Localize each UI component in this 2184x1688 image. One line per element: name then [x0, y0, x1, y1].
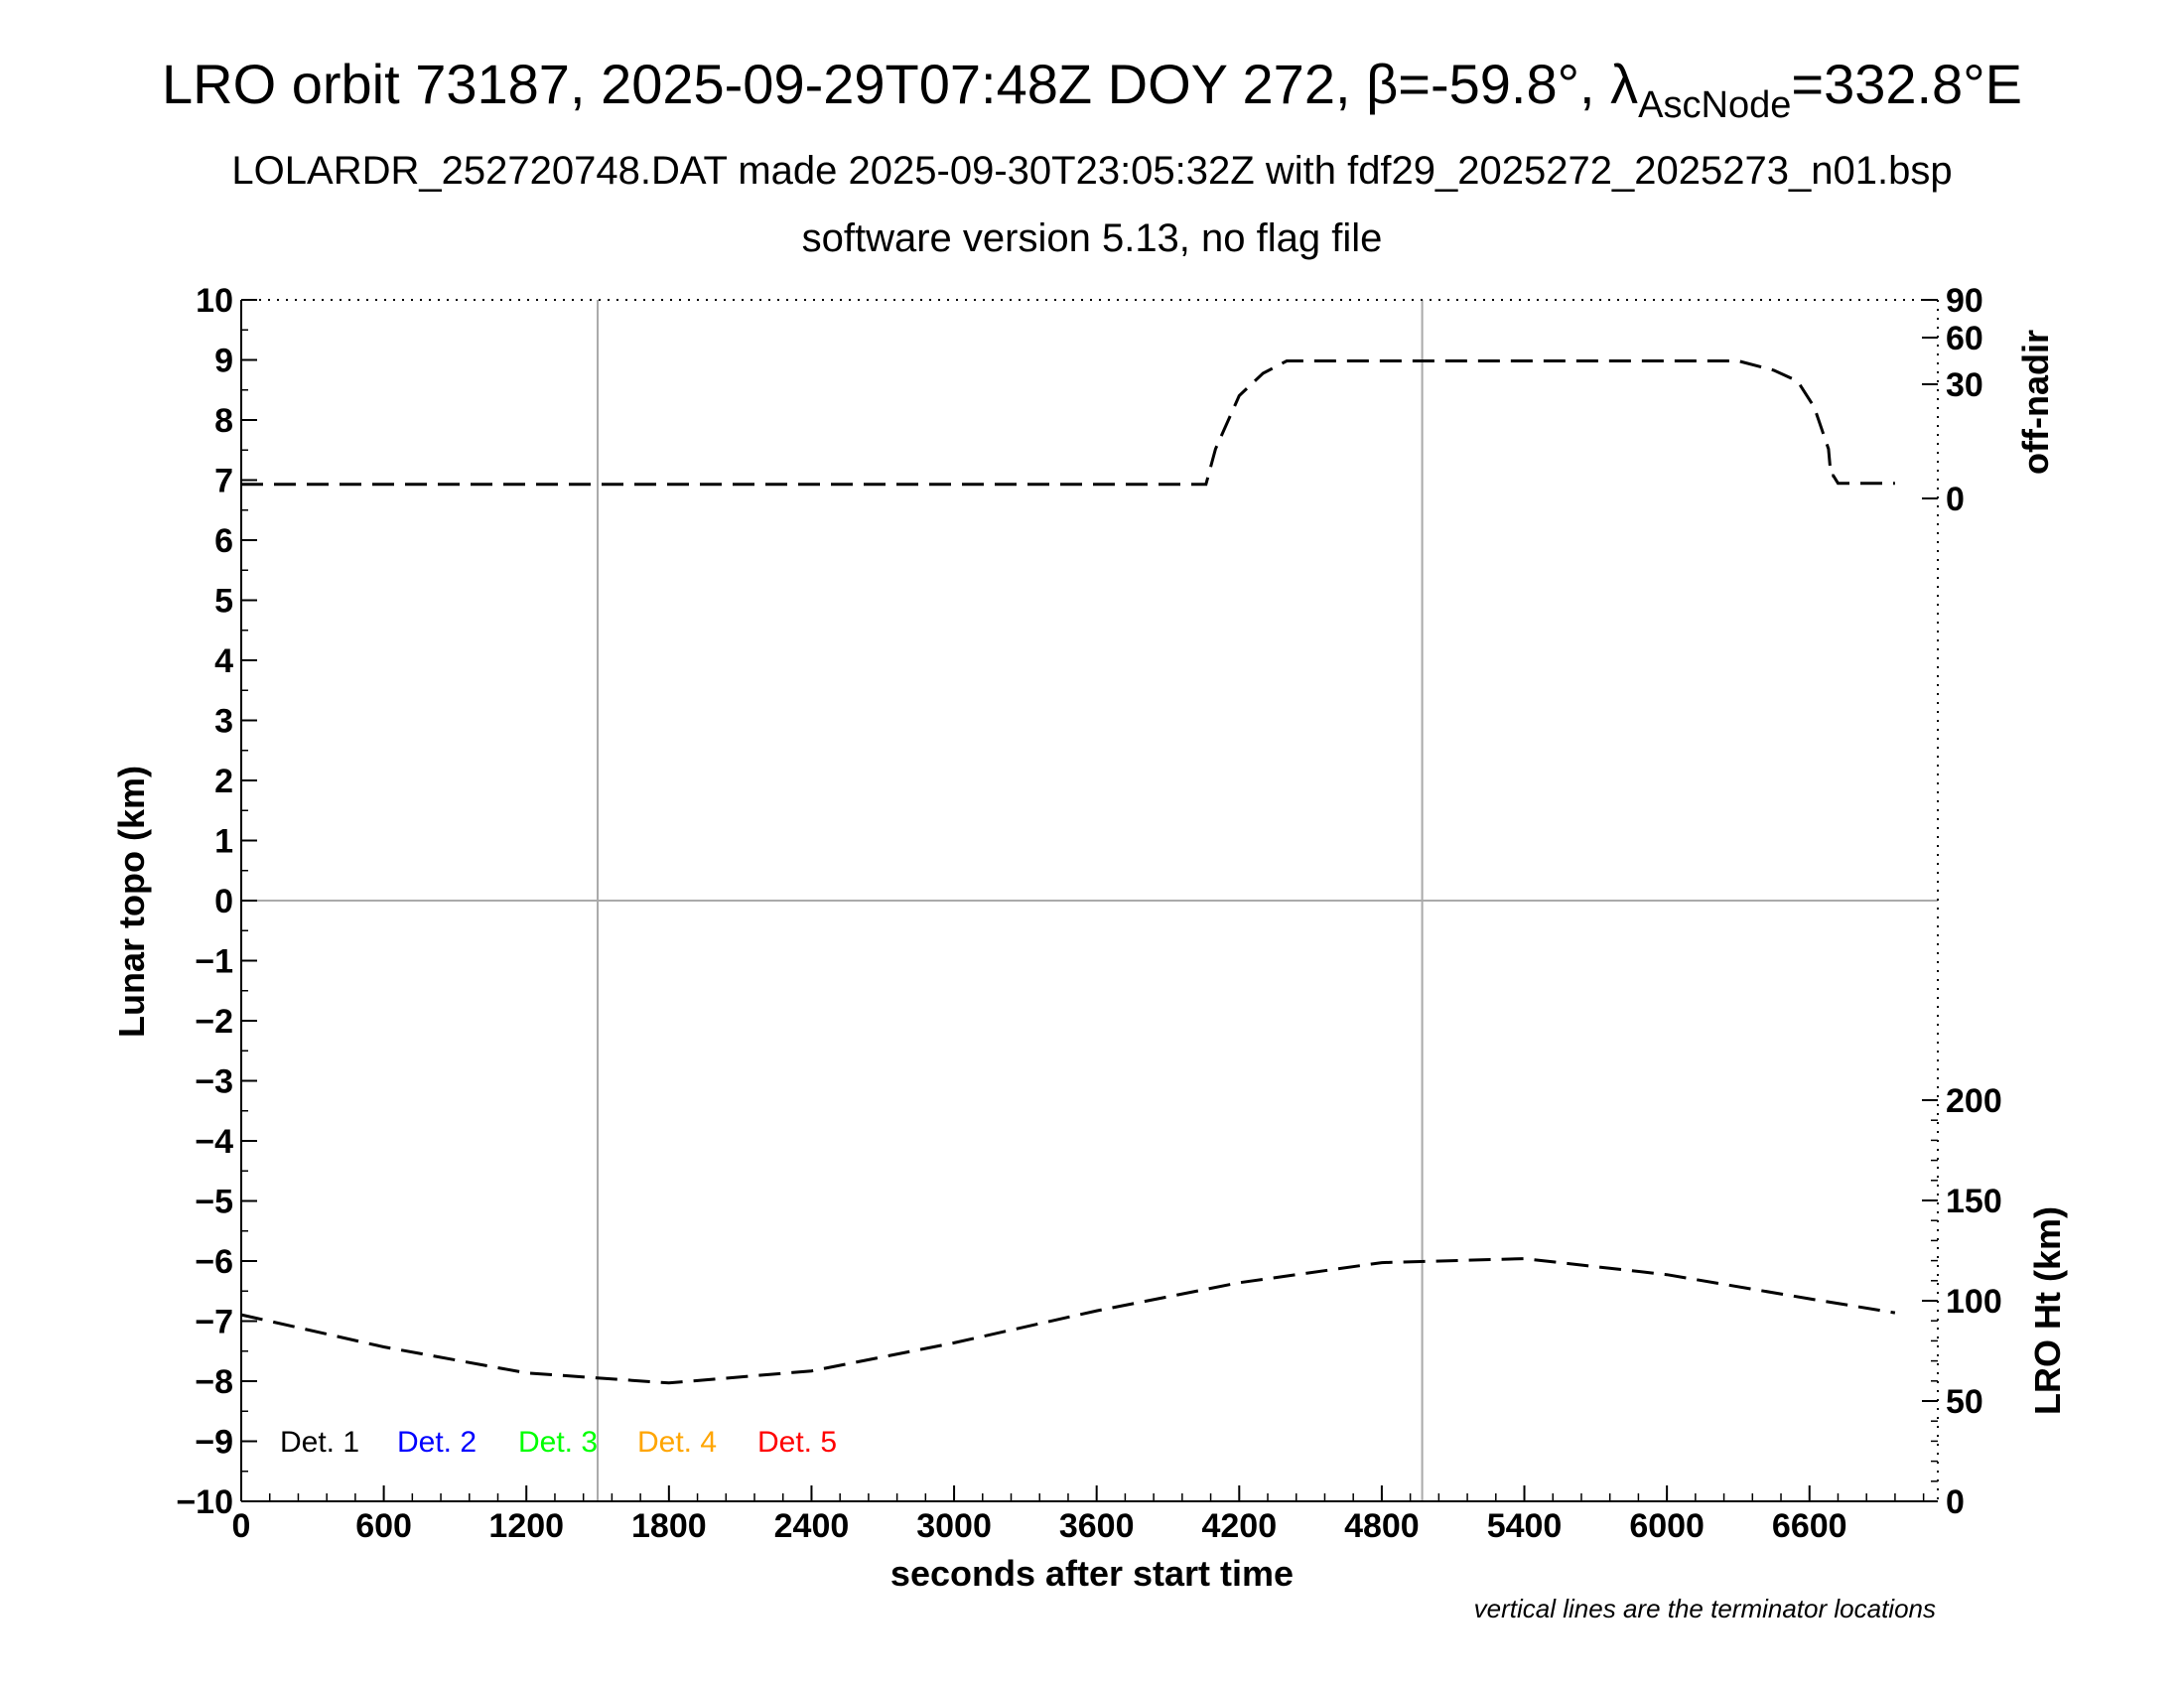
y-tick-label-left: −3: [195, 1063, 233, 1101]
y-tick-label-left: 4: [214, 642, 233, 680]
y-tick-label-left: −2: [195, 1003, 233, 1041]
y-tick-label-left: −4: [195, 1123, 233, 1161]
x-tick-label: 0: [232, 1507, 251, 1545]
y-tick-label-left: 2: [214, 763, 233, 800]
x-tick-label: 3600: [1059, 1507, 1135, 1545]
series-line-off-nadir: [241, 359, 1895, 487]
x-tick-label: 6600: [1772, 1507, 1847, 1545]
y-tick-label-right-top: 30: [1946, 366, 1983, 404]
series-layer: [240, 359, 1896, 1385]
legend-entry: Det. 5: [757, 1426, 837, 1459]
legend-entry: Det. 3: [518, 1426, 598, 1459]
y-axis-right-top-title: off-nadir: [2015, 330, 2056, 475]
title-prefix: LRO orbit 73187, 2025-09-29T07:48Z DOY 2…: [162, 53, 1639, 115]
x-tick-label: 1800: [631, 1507, 707, 1545]
y-tick-label-right-bottom: 150: [1946, 1183, 2002, 1220]
chart-title: LRO orbit 73187, 2025-09-29T07:48Z DOY 2…: [0, 52, 2184, 126]
x-tick-label: 2400: [774, 1507, 850, 1545]
y-tick-label-right-bottom: 100: [1946, 1283, 2002, 1321]
y-tick-label-left: 9: [214, 343, 233, 380]
y-tick-label-left: −1: [195, 943, 233, 981]
y-tick-label-left: −5: [195, 1184, 233, 1221]
y-tick-label-left: −8: [195, 1363, 233, 1401]
y-tick-label-left: −7: [195, 1304, 233, 1341]
y-tick-label-right-bottom: 50: [1946, 1383, 1983, 1421]
legend-entry: Det. 1: [280, 1426, 359, 1459]
y-tick-label-right-top: 0: [1946, 481, 1965, 518]
y-tick-label-left: 10: [196, 282, 233, 320]
series-line-lro-ht: [240, 1257, 1896, 1385]
x-tick-label: 5400: [1487, 1507, 1563, 1545]
legend-entry: Det. 4: [637, 1426, 717, 1459]
y-tick-label-left: 1: [214, 823, 233, 861]
y-tick-label-left: −9: [195, 1424, 233, 1462]
y-tick-label-right-top: 60: [1946, 320, 1983, 357]
x-tick-label: 4800: [1344, 1507, 1420, 1545]
y-axis-left-title: Lunar topo (km): [111, 766, 152, 1038]
y-tick-label-left: 8: [214, 402, 233, 440]
y-tick-label-left: −6: [195, 1243, 233, 1281]
axes-layer: [240, 299, 1939, 1502]
y-tick-label-left: 3: [214, 703, 233, 741]
x-tick-label: 4200: [1201, 1507, 1277, 1545]
y-tick-label-right-top: 90: [1946, 282, 1983, 320]
grid-layer: [241, 300, 1938, 1501]
y-tick-label-right-bottom: 200: [1946, 1082, 2002, 1120]
y-tick-label-right-bottom: 0: [1946, 1483, 1965, 1521]
x-tick-label: 3000: [916, 1507, 992, 1545]
y-tick-label-left: −10: [176, 1483, 233, 1521]
labels-layer: 0 600 1200 1800 2400 3000 3600 4200 4800 5400 6000…: [176, 282, 2001, 1545]
chart-version-line: software version 5.13, no flag file: [801, 216, 1383, 260]
title-suffix: =332.8°E: [1791, 53, 2022, 115]
x-axis-title: seconds after start time: [890, 1553, 1294, 1594]
y-axis-right-bottom-title: LRO Ht (km): [2027, 1206, 2068, 1415]
legend: Det. 1 Det. 2 Det. 3 Det. 4 Det. 5: [280, 1426, 837, 1459]
y-tick-label-left: 7: [214, 463, 233, 500]
legend-entry: Det. 2: [397, 1426, 477, 1459]
y-tick-label-left: 5: [214, 583, 233, 621]
x-tick-label: 600: [355, 1507, 412, 1545]
footnote: vertical lines are the terminator locati…: [1473, 1594, 1936, 1623]
x-tick-label: 6000: [1629, 1507, 1705, 1545]
title-subscript: AscNode: [1638, 84, 1792, 126]
x-tick-label: 1200: [488, 1507, 564, 1545]
y-tick-label-left: 6: [214, 522, 233, 560]
y-tick-label-left: 0: [214, 883, 233, 920]
chart-subtitle: LOLARDR_252720748.DAT made 2025-09-30T23…: [231, 149, 1953, 193]
